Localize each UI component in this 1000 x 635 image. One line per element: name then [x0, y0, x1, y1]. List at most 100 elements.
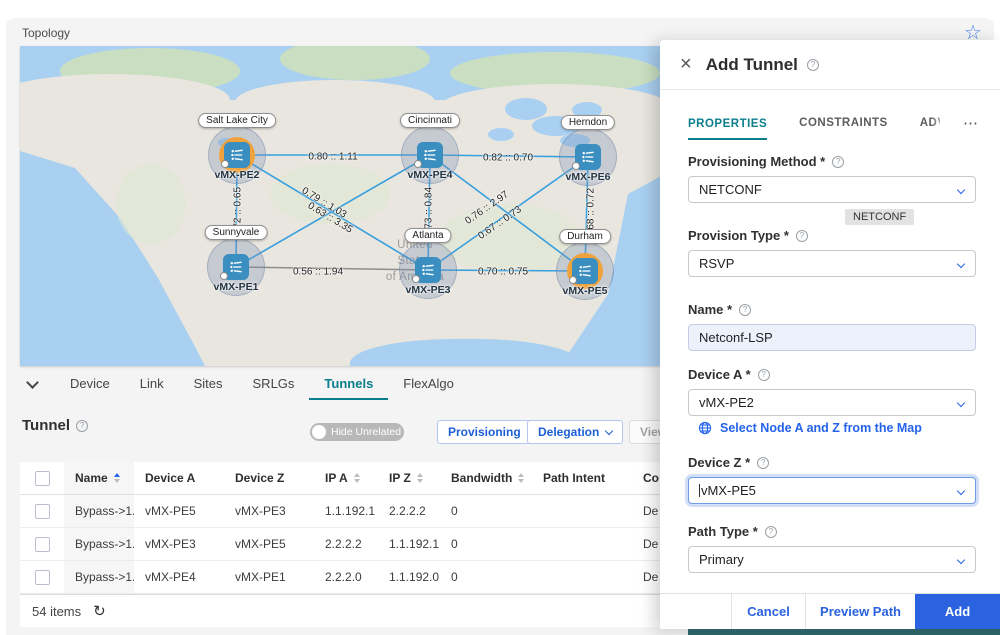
- selected-value: RSVP: [699, 256, 735, 271]
- sort-icons[interactable]: [353, 473, 360, 483]
- item-count: 54 items: [32, 603, 82, 619]
- more-tabs-icon[interactable]: ⋯: [963, 115, 979, 132]
- name-input[interactable]: Netconf-LSP: [688, 324, 976, 351]
- map-link-label: Select Node A and Z from the Map: [720, 421, 922, 435]
- column-label: Device Z: [235, 471, 285, 485]
- link-line-pe1-pe3[interactable]: [235, 266, 429, 271]
- preview-path-button[interactable]: Preview Path: [805, 594, 915, 629]
- field-label: Path Type * ?: [688, 524, 976, 539]
- tab-link[interactable]: Link: [139, 375, 164, 391]
- column-header-bandwidth[interactable]: Bandwidth: [440, 462, 532, 494]
- help-icon[interactable]: ?: [795, 229, 808, 242]
- chevron-down-icon: [956, 486, 966, 496]
- city-label: Durham: [559, 229, 611, 244]
- tab-srlgs[interactable]: SRLGs: [252, 375, 295, 391]
- map-land: [20, 74, 230, 126]
- device-z-select[interactable]: vMX-PE5: [688, 477, 976, 504]
- hide-unrelated-toggle[interactable]: Hide Unrelated: [310, 423, 404, 441]
- row-checkbox[interactable]: [35, 569, 50, 585]
- row-checkbox[interactable]: [35, 503, 50, 519]
- link-line-pe3-pe6[interactable]: [427, 156, 589, 271]
- node-halo: [401, 126, 459, 184]
- device-label: vMX-PE4: [407, 169, 453, 181]
- chevron-down-icon: [956, 398, 966, 408]
- provision-type-select[interactable]: RSVP: [688, 250, 976, 277]
- tab-properties[interactable]: PROPERTIES: [688, 109, 768, 140]
- delegation-dropdown-button[interactable]: Delegation: [527, 420, 624, 444]
- city-label: Herndon: [560, 115, 616, 130]
- tab-tunnels[interactable]: Tunnels: [309, 369, 389, 400]
- select-all-checkbox[interactable]: [35, 470, 50, 486]
- link-label: 0.82 :: 0.70: [482, 152, 534, 164]
- help-icon[interactable]: ?: [832, 155, 845, 168]
- field-label: Device A * ?: [688, 367, 976, 382]
- map-terrain: [280, 46, 430, 80]
- cell-ip-a: 2.2.2.0: [325, 570, 362, 584]
- globe-icon: [698, 421, 712, 435]
- page-title: Topology: [22, 26, 71, 40]
- favorite-star-icon[interactable]: ☆: [964, 22, 982, 44]
- close-icon[interactable]: ×: [680, 52, 692, 75]
- selected-value: NETCONF: [699, 182, 762, 197]
- cell-ip-a: 2.2.2.2: [325, 537, 362, 551]
- column-header-device-a[interactable]: Device A: [134, 462, 224, 494]
- field-label: Provisioning Method * ?: [688, 154, 976, 169]
- drawer-title: Add Tunnel ?: [706, 55, 819, 75]
- sort-icons[interactable]: [113, 473, 120, 483]
- help-icon[interactable]: ?: [76, 419, 89, 432]
- field-label: Device Z * ?: [688, 455, 976, 470]
- cell-name: Bypass->1...: [64, 495, 134, 527]
- add-button[interactable]: Add: [915, 594, 1000, 629]
- cancel-button[interactable]: Cancel: [731, 594, 805, 629]
- device-label: vMX-PE2: [214, 169, 260, 181]
- node-status-dot: [412, 275, 420, 283]
- link-line-pe2-pe3[interactable]: [236, 154, 429, 271]
- help-icon[interactable]: ?: [739, 303, 752, 316]
- sort-icons[interactable]: [416, 473, 423, 483]
- label-text: Device Z *: [688, 455, 751, 470]
- cell-bandwidth: 0: [451, 570, 458, 584]
- cell-device-z: vMX-PE5: [235, 537, 286, 551]
- link-line-pe1-pe4[interactable]: [235, 154, 431, 268]
- path-type-select[interactable]: Primary: [688, 546, 976, 573]
- help-icon[interactable]: ?: [757, 456, 770, 469]
- help-icon[interactable]: ?: [764, 525, 777, 538]
- column-header-name[interactable]: Name: [64, 462, 134, 494]
- column-header-device-z[interactable]: Device Z: [224, 462, 314, 494]
- netconf-tooltip-badge: NETCONF: [845, 209, 915, 225]
- column-label: Name: [75, 471, 108, 485]
- provisioning-method-select[interactable]: NETCONF: [688, 176, 976, 203]
- help-icon[interactable]: ?: [757, 368, 770, 381]
- router-icon: [572, 258, 598, 284]
- refresh-icon[interactable]: ↻: [93, 602, 106, 620]
- topology-links-layer: [235, 154, 589, 272]
- label-text: Path Type *: [688, 524, 758, 539]
- device-label: vMX-PE1: [213, 281, 259, 293]
- provision-type-field: Provision Type * ? RSVP: [688, 228, 976, 277]
- node-status-dot: [221, 160, 229, 168]
- sort-icons[interactable]: [518, 473, 525, 483]
- help-icon[interactable]: ?: [806, 58, 819, 71]
- tab-flexalgo[interactable]: FlexAlgo: [403, 375, 454, 391]
- cell-co: De: [643, 537, 659, 551]
- column-header-ip-z[interactable]: IP Z: [378, 462, 440, 494]
- cell-ip-z: 1.1.192.1: [389, 537, 440, 551]
- column-header-path-intent[interactable]: Path Intent: [532, 462, 632, 494]
- cell-device-a: vMX-PE4: [145, 570, 196, 584]
- row-checkbox[interactable]: [35, 536, 50, 552]
- chevron-down-icon: [956, 259, 966, 269]
- cell-co: De: [643, 504, 659, 518]
- tab-sites[interactable]: Sites: [193, 375, 223, 391]
- column-header-co[interactable]: Co: [632, 462, 980, 494]
- device-label: vMX-PE5: [562, 285, 608, 297]
- column-label: Co: [643, 471, 659, 485]
- tab-constraints[interactable]: CONSTRAINTS: [799, 117, 888, 129]
- field-label: Provision Type * ?: [688, 228, 976, 243]
- device-a-select[interactable]: vMX-PE2: [688, 389, 976, 416]
- column-header-ip-a[interactable]: IP A: [314, 462, 378, 494]
- select-nodes-from-map-link[interactable]: Select Node A and Z from the Map: [698, 421, 922, 435]
- tab-device[interactable]: Device: [70, 375, 110, 391]
- path-type-field: Path Type * ? Primary: [688, 524, 976, 573]
- toggle-knob: [312, 425, 326, 439]
- collapse-panel-chevron-icon[interactable]: [26, 375, 39, 389]
